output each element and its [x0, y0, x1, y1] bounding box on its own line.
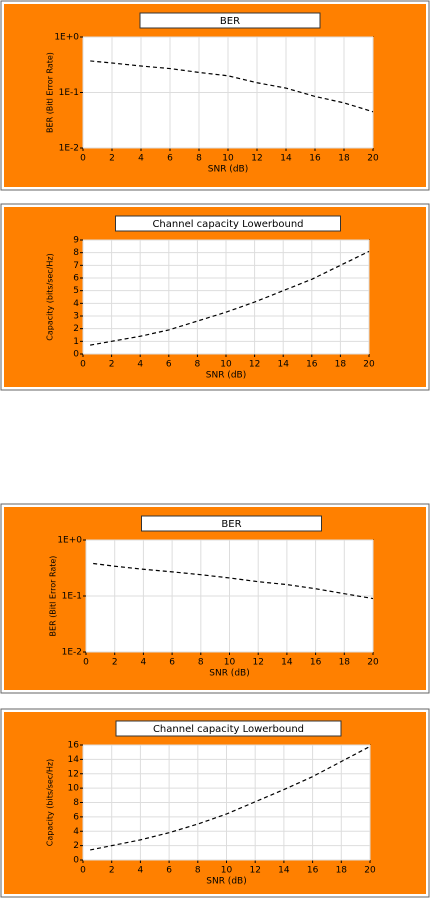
x-tick-label: 14 [277, 360, 289, 370]
title-box [115, 215, 341, 232]
x-tick-label: 2 [109, 360, 115, 370]
title-box [139, 12, 321, 29]
y-tick-label: 12 [68, 769, 79, 779]
x-tick-label: 10 [222, 154, 234, 164]
x-tick-label: 8 [196, 154, 202, 164]
y-tick-label: 7 [73, 261, 79, 271]
chart-title: Channel capacity Lowerbound [152, 219, 303, 230]
y-tick-label: 3 [73, 312, 79, 322]
y-axis-label: BER (Bitl Error Rate) [49, 556, 58, 637]
x-tick-label: 18 [339, 658, 351, 668]
y-axis-label: BER (Bitl Error Rate) [46, 52, 55, 133]
x-tick-label: 18 [335, 360, 347, 370]
x-tick-label: 4 [137, 360, 143, 370]
x-tick-label: 20 [364, 866, 376, 876]
title-box [115, 720, 342, 737]
x-tick-label: 4 [138, 154, 144, 164]
x-tick-label: 8 [198, 658, 204, 668]
x-tick-label: 12 [252, 658, 263, 668]
y-tick-label: 1E-2 [62, 648, 82, 658]
x-tick-label: 0 [80, 866, 86, 876]
x-tick-label: 2 [109, 866, 115, 876]
x-tick-label: 8 [195, 360, 201, 370]
chart-title: Channel capacity Lowerbound [153, 724, 304, 735]
x-tick-label: 6 [169, 658, 175, 668]
x-tick-label: 6 [166, 866, 172, 876]
x-axis-label: SNR (dB) [208, 165, 248, 175]
x-tick-label: 2 [109, 154, 115, 164]
x-tick-label: 20 [367, 658, 379, 668]
y-tick-label: 1E-1 [59, 88, 79, 98]
title-box [141, 515, 322, 532]
y-tick-label: 6 [73, 274, 79, 284]
x-tick-label: 14 [280, 154, 292, 164]
y-tick-label: 1 [73, 337, 79, 347]
y-tick-label: 1E-2 [59, 144, 79, 154]
x-axis-label: SNR (dB) [206, 877, 246, 887]
y-tick-label: 2 [73, 841, 79, 851]
x-tick-label: 0 [80, 154, 86, 164]
y-tick-label: 4 [73, 299, 79, 309]
x-tick-label: 0 [80, 360, 86, 370]
y-tick-label: 8 [73, 248, 79, 258]
y-tick-label: 16 [68, 741, 80, 751]
y-tick-label: 1E+0 [54, 33, 79, 43]
x-tick-label: 12 [251, 154, 262, 164]
x-tick-label: 0 [83, 658, 89, 668]
x-tick-label: 16 [306, 360, 318, 370]
x-tick-label: 14 [278, 866, 290, 876]
x-tick-label: 18 [336, 866, 348, 876]
x-tick-label: 14 [281, 658, 293, 668]
y-tick-label: 14 [68, 755, 80, 765]
x-tick-label: 10 [220, 360, 232, 370]
y-tick-label: 0 [73, 856, 79, 866]
line-series [90, 250, 370, 346]
y-tick-label: 9 [73, 236, 79, 246]
x-tick-label: 10 [221, 866, 233, 876]
y-tick-label: 2 [73, 324, 79, 334]
x-tick-label: 6 [166, 360, 172, 370]
x-tick-label: 16 [310, 658, 322, 668]
chart-title: BER [221, 519, 241, 530]
x-tick-label: 16 [307, 866, 319, 876]
x-tick-label: 12 [249, 360, 260, 370]
x-tick-label: 8 [195, 866, 201, 876]
line-series [90, 745, 371, 851]
y-tick-label: 5 [73, 286, 79, 296]
y-tick-label: 6 [73, 812, 79, 822]
x-tick-label: 12 [249, 866, 260, 876]
y-tick-label: 1E-1 [62, 592, 82, 602]
x-tick-label: 16 [309, 154, 321, 164]
x-tick-label: 4 [138, 866, 144, 876]
y-axis-label: Capacity (bits/sec/Hz) [46, 759, 55, 846]
x-tick-label: 18 [338, 154, 350, 164]
x-tick-label: 20 [367, 154, 379, 164]
line-series [93, 562, 374, 600]
x-axis-label: SNR (dB) [209, 669, 249, 679]
x-tick-label: 10 [224, 658, 236, 668]
x-tick-label: 6 [167, 154, 173, 164]
y-axis-label: Capacity (bits/sec/Hz) [46, 253, 55, 340]
y-tick-label: 10 [68, 784, 80, 794]
x-tick-label: 2 [112, 658, 118, 668]
x-tick-label: 4 [141, 658, 147, 668]
y-tick-label: 0 [73, 350, 79, 360]
x-axis-label: SNR (dB) [206, 371, 246, 381]
y-tick-label: 4 [73, 827, 79, 837]
x-tick-label: 20 [363, 360, 375, 370]
chart-title: BER [220, 16, 240, 27]
y-tick-label: 1E+0 [57, 536, 82, 546]
y-tick-label: 8 [73, 798, 79, 808]
